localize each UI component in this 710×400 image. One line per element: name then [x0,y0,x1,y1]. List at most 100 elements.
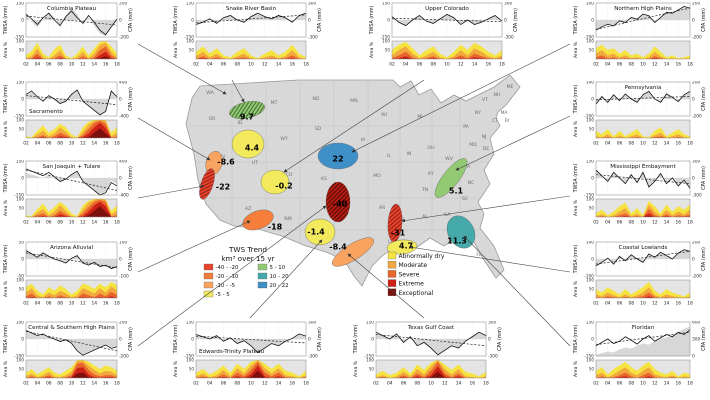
x-tick-label: 16 [675,381,681,387]
area-tick-label: 100 [186,358,194,363]
x-tick-label: 16 [103,301,109,307]
area-tick-label: 100 [16,358,24,363]
x-tick-label: 12 [652,301,658,307]
twsa-tick-label: 0 [21,337,24,343]
trend-legend-label: -40 - -20 [216,265,240,271]
cpa-tick-label: 0 [308,18,311,24]
panel-title: Northern High Plains [614,6,672,12]
cpa-band [376,332,486,355]
twsa-line [595,90,691,105]
map-region-hatch-snake-river-plain [229,101,265,119]
drought-area-d3 [376,366,486,378]
panel-title: Coastal Lowlands [619,245,668,251]
area-tick-label: 50 [19,367,25,372]
x-tick-label: 06 [401,381,407,387]
cpa-tick-label: 0 [119,97,122,103]
cpa-tick-label: 0 [308,337,311,343]
area-tick-label: 100 [16,118,24,123]
trend-line [595,251,691,265]
x-tick-label: 04 [605,381,611,387]
area-axis-label: Area % [573,360,579,377]
cpa-tick-label: 0 [692,97,695,103]
cpa-axis-label: CPA (mm) [128,166,134,190]
cpa-tick-label: 300 [692,160,700,165]
area-axis-label: Area % [573,199,579,216]
cpa-band [26,8,117,37]
trend-legend-swatch [203,263,214,271]
area-tick-label: 50 [369,367,375,372]
panel-chart-pennsylvania: Pennsylvania 100 0 -100 200 0 -200 TWSA (mm) CPA… [573,80,707,147]
state-label-AR: AR [379,205,386,211]
area-tick-label: 100 [382,39,390,44]
x-tick-label: 10 [69,220,75,226]
cpa-band [26,250,117,270]
x-tick-label: 16 [485,62,491,68]
cpa-axis-label: CPA (mm) [701,87,707,111]
panel-chart-sacramento: Sacramento 150 0 -150 400 0 -400 TWSA (mm) CPA (… [3,80,134,147]
area-tick-label: 50 [589,206,595,211]
x-tick-label: 18 [687,301,693,307]
trend-line [595,7,691,30]
cpa-axis-label: CPA (mm) [128,8,134,32]
cpa-tick-label: 100 [119,241,127,246]
x-tick-label: 12 [80,220,86,226]
x-tick-label: 02 [23,62,29,68]
x-tick-label: 04 [35,141,41,147]
state-label-OR: OR [209,116,217,122]
panel-chart-coastal-lowlands: Coastal Lowlands 100 0 -100 200 0 -200 TWSA (mm… [573,240,707,307]
cpa-tick-label: 0 [119,257,122,263]
x-tick-label: 10 [248,62,254,68]
x-tick-label: 04 [387,381,393,387]
cpa-tick-label: -200 [119,354,129,360]
x-tick-label: 04 [35,301,41,307]
x-tick-label: 06 [46,301,52,307]
x-tick-label: 10 [640,62,646,68]
area-tick-label: 100 [16,197,24,202]
twsa-tick-label: 100 [586,2,594,7]
x-tick-label: 12 [80,141,86,147]
drought-area-d4 [26,128,117,138]
x-tick-label: 18 [114,62,120,68]
x-tick-label: 12 [652,381,658,387]
twsa-tick-label: 0 [387,18,390,24]
state-label-WI: WI [381,112,387,118]
panel-arizona-alluvial: Arizona Alluvial 50 0 -50 100 0 -100 TWSA (mm) C… [2,240,135,322]
twsa-axis-label: TWSA (mm) [3,164,9,194]
map-region-value-northern-high-plains: 22 [332,155,343,164]
x-tick-label: 10 [428,381,434,387]
panel-chart-cs-high-plains: Central & Southern High Plains1000-10020… [3,320,134,387]
x-tick-label: 18 [687,141,693,147]
cpa-tick-label: 300 [692,337,700,343]
area-axis-label: Area % [3,360,9,377]
area-tick-label: 50 [589,48,595,53]
twsa-axis-label: TWSA (mm) [353,325,359,355]
panel-san-joaquin-tulare: San Joaquin + Tulare 150 0 -150 400 0 -400 TWSA… [2,159,135,241]
state-label-MD: MD [469,142,477,148]
twsa-tick-label: 0 [591,97,594,103]
x-tick-label: 16 [675,62,681,68]
x-tick-label: 10 [69,62,75,68]
cpa-band [596,326,690,356]
area-tick-label: 50 [189,367,195,372]
area-tick-label: 100 [16,39,24,44]
map-holder: WA OR ID MT ND MN WI MI NY ME VT NH MA CT RI NJ DE MD PA WV… [148,60,568,336]
drought-area-d0 [596,281,690,298]
drought-area-d3 [596,213,690,217]
twsa-tick-label: -50 [17,274,24,280]
x-tick-label: 02 [23,301,29,307]
x-tick-label: 16 [469,381,475,387]
area-tick-label: 100 [586,118,594,123]
drought-legend-swatch [387,261,397,269]
drought-legend-label: Exceptional [399,290,434,297]
twsa-tick-label: 0 [591,257,594,263]
area-tick-label: 50 [589,127,595,132]
twsa-line [595,329,691,347]
state-label-MO: MO [373,173,381,179]
state-label-IL: IL [387,153,391,159]
twsa-axis-label: TWSA (mm) [173,325,179,355]
cpa-tick-label: -200 [119,35,129,41]
trend-legend-swatch [203,290,214,298]
x-tick-label: 02 [193,381,199,387]
state-label-NC: NC [468,180,475,186]
